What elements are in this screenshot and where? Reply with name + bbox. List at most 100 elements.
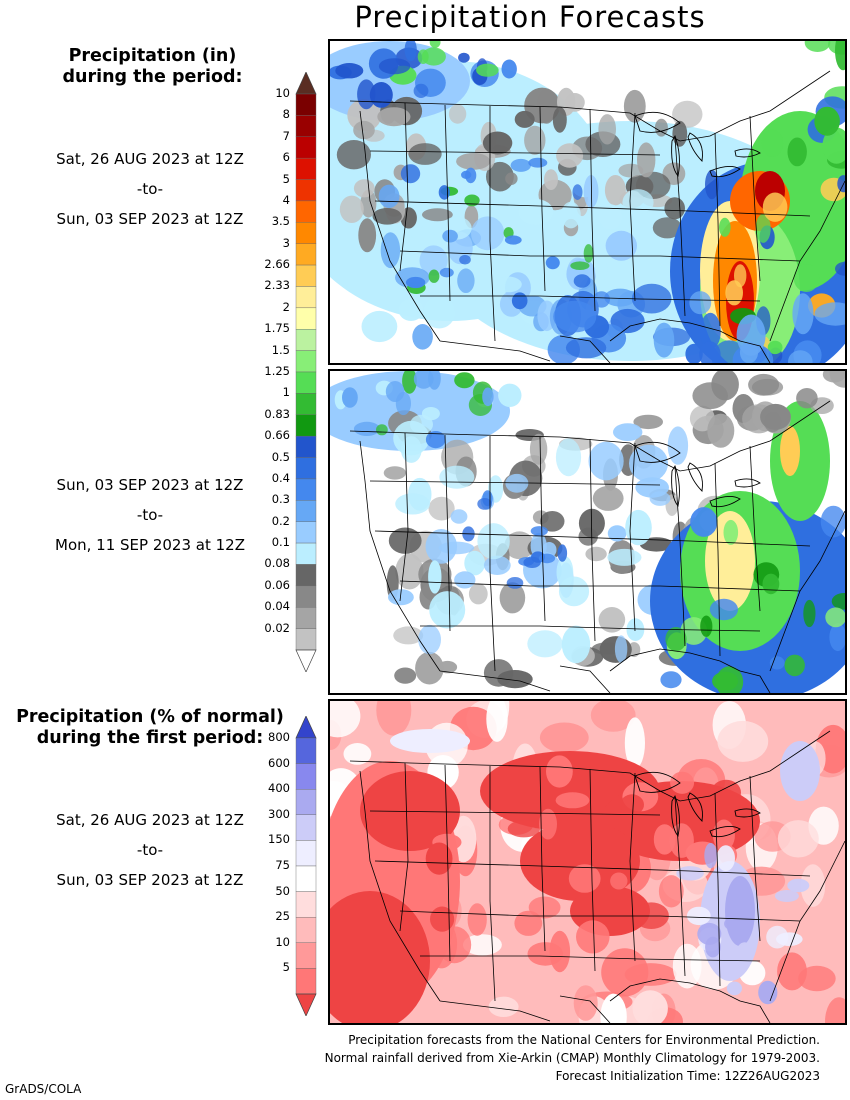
precip-area-blue [599,204,622,230]
percent-area-wet [704,842,718,869]
percent-area-dry [514,910,543,936]
precip-colorbar-swatch [295,243,317,266]
percent-area-wet [787,878,810,893]
normal-colorbar [295,716,317,1016]
precip-area-gray [505,172,518,185]
great-lakes [634,771,761,838]
normal-colorbar-swatch [295,763,317,790]
normal-colorbar-tick-label: 50 [275,883,290,898]
normal-colorbar-tick-label: 800 [268,730,290,744]
footer-source: Precipitation forecasts from the Nationa… [348,1033,820,1047]
precip-area-light [454,571,476,589]
precip-area-light [613,423,643,441]
precip-area-se [835,261,845,276]
precip-colorbar-swatch [295,157,317,180]
precip-area-light [527,630,563,658]
precip-area-gray [564,93,585,112]
precip-area-se [762,573,780,595]
precip-area-se [837,175,845,193]
normal-legend-heading: Precipitation (% of normal) during the f… [10,707,290,749]
precip-colorbar-tick-label: 0.02 [264,620,290,635]
percent-area [343,743,372,765]
precip-area-gray [592,485,624,511]
percent-area-wet [676,866,704,881]
precip-colorbar-swatch [295,457,317,480]
percent-area [376,701,412,736]
percent-area [798,965,836,992]
percent-area-dry [658,875,684,908]
precip-colorbar-swatch [295,478,317,501]
precip-area-blue [457,268,475,293]
precip-colorbar-tick-label: 0.1 [271,535,290,550]
normal-colorbar-swatch [295,788,317,815]
precip-legend-heading-line2: during the period: [62,67,243,87]
map-panel-period1 [328,39,847,365]
precip-area-nw [421,47,446,66]
precip-area-blue [380,232,401,269]
precip-area-ocean [553,300,597,333]
precip-area-gray [637,142,656,178]
precip-colorbar-tick-label: 1 [282,385,290,400]
percent-area [573,985,598,1021]
precip-area-heavy [570,261,590,270]
percent-normal-map [330,701,845,1023]
precip-area-light [649,491,671,506]
precip-area-light [428,560,442,594]
precip-area-ocean [653,322,675,358]
precip-area-light [438,541,475,555]
precip-colorbar-swatch [295,200,317,223]
precip-area-gray [524,87,560,124]
precip-area-gray [514,110,535,128]
precip-area-light [588,441,624,481]
precip-area-light [561,625,591,664]
precip-area [725,876,755,946]
precip-area-nw [400,436,422,463]
precip-area-blue [518,199,554,225]
precip-colorbar-swatch [295,93,317,116]
period2-end: Mon, 11 SEP 2023 at 12Z [55,536,245,554]
precip-area-blue [494,276,522,293]
precip-colorbar-tick-label: 0.04 [264,599,290,614]
period3-sep: -to- [136,841,164,859]
precip-area-nw [417,49,429,64]
precip-colorbar-swatch [295,286,317,309]
precip-area-blue [378,184,400,208]
period3-end: Sun, 03 SEP 2023 at 12Z [56,871,244,889]
precip-area-gray [377,107,411,127]
precip-colorbar-swatch [295,500,317,522]
precip-area-light [464,550,486,576]
precip-colorbar-swatch [295,329,317,351]
normal-colorbar-swatch [295,737,317,764]
percent-area-dry [576,920,610,954]
precip-area-gray [504,531,535,560]
percent-area-wet [716,845,735,872]
precip-colorbar-swatch [295,222,317,244]
precip-area-gray [544,169,558,191]
percent-area-dry [555,792,590,809]
precip-area-heavy [464,194,480,207]
precip-area-light [607,525,627,542]
precip-area-nw [404,41,417,62]
precip-area-nw [342,387,358,408]
precip-area-se [784,654,805,677]
precip-colorbar-tick-label: 1.5 [271,342,290,357]
precip-area-light [667,426,689,465]
precip-area-ocean [814,302,845,326]
precip-area-heavy [545,256,560,270]
percent-area-dry [712,819,735,851]
precip-area-se [719,217,731,237]
percent-area-wet [736,942,753,964]
precip-area-light [477,523,510,560]
precip-area-nw [410,414,433,435]
percent-area-dry [528,896,561,919]
percent-area-wet [774,890,799,902]
precip-area-gray [529,433,548,465]
precip-colorbar-swatch [295,564,317,587]
precip-area-nw [413,371,434,389]
page-title: Precipitation Forecasts [354,0,706,34]
precip-colorbar-swatch [295,585,317,608]
map-panel-period2 [328,369,847,695]
map-panel-normal [328,699,847,1025]
precip-area-heavy [428,269,440,283]
percent-area-wet [686,906,711,926]
